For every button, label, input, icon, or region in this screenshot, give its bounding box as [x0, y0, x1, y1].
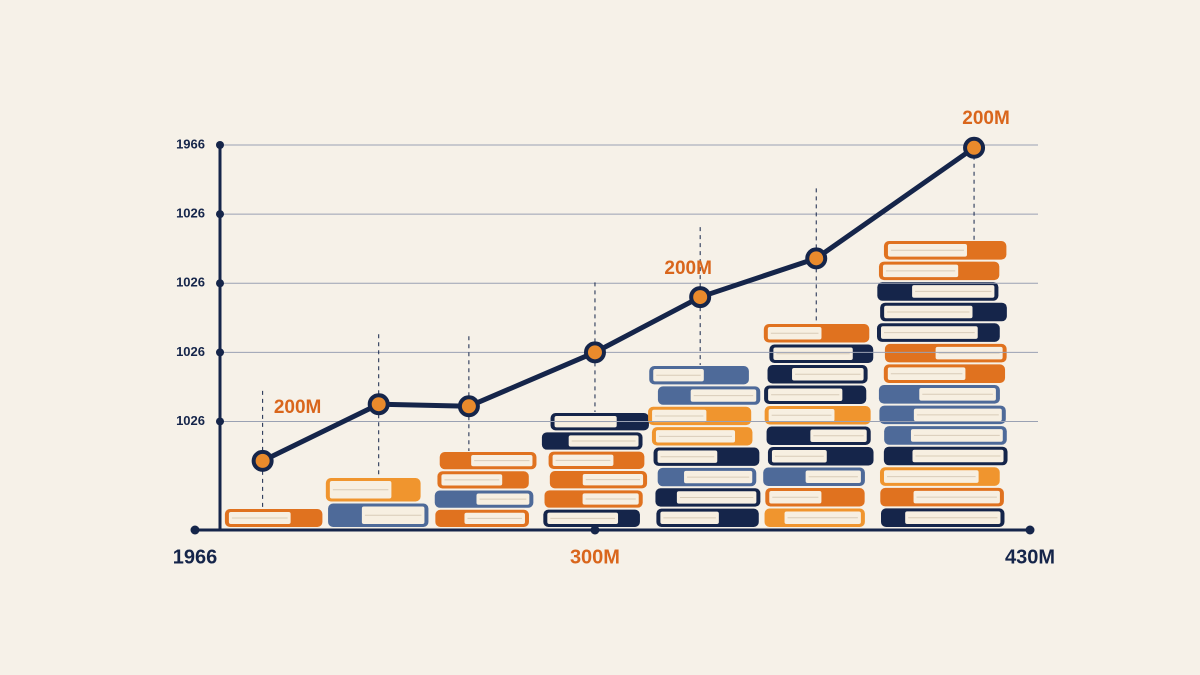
point [457, 395, 480, 418]
annotation: 200M [274, 397, 322, 418]
annotation: 200M [664, 258, 712, 279]
y-tick-label: 1026 [176, 413, 205, 428]
book-illustration [224, 241, 1008, 527]
x-tick-label: 300M [570, 546, 620, 568]
point [367, 393, 390, 416]
x-tick [1025, 525, 1035, 535]
point [805, 247, 828, 270]
y-tick-label: 1026 [176, 206, 205, 221]
point [689, 286, 712, 309]
point [963, 136, 986, 159]
x-tick-label: 1966 [173, 546, 218, 568]
y-tick-label: 1026 [176, 344, 205, 359]
y-tick-label: 1966 [176, 136, 205, 151]
x-tick-label: 430M [1005, 546, 1055, 568]
x-tick [190, 525, 200, 535]
point [583, 341, 606, 364]
point [251, 449, 274, 472]
annotation: 200M [962, 108, 1010, 129]
y-tick-label: 1026 [176, 275, 205, 290]
plot: 1966 1026 1026 1026 1026 1966 300M 430M 200M 200M… [173, 108, 1055, 569]
x-tick [590, 525, 600, 535]
